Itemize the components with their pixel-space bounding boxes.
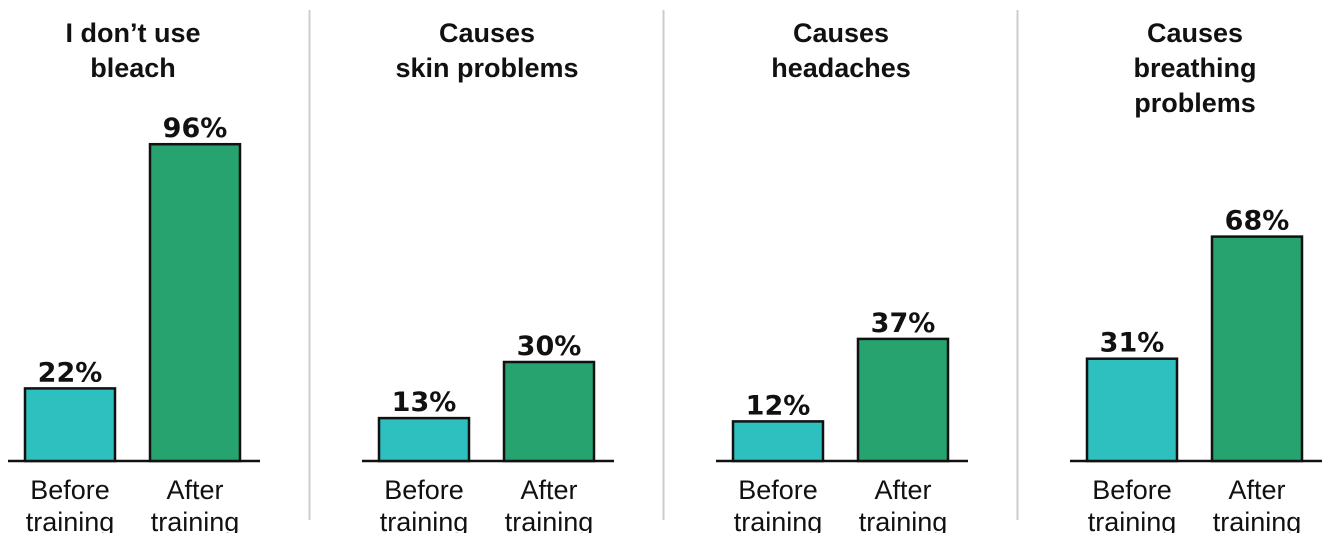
panel-title-line: problems	[1134, 88, 1256, 118]
bar-before-training	[377, 416, 471, 463]
panel-title-line: bleach	[90, 53, 176, 83]
panel-title-line: headaches	[771, 53, 911, 83]
bar-after-training	[148, 142, 242, 463]
category-label-line: training	[859, 507, 948, 533]
bar-after-training	[502, 360, 596, 463]
category-label-line: After	[874, 475, 931, 505]
category-label-line: training	[380, 507, 469, 533]
category-label-line: training	[1088, 507, 1177, 533]
category-label-line: After	[166, 475, 223, 505]
bar-value-label: 96%	[163, 113, 228, 144]
category-label-line: training	[1213, 507, 1302, 533]
category-label-line: Before	[738, 475, 818, 505]
panel-title-line: Causes	[439, 18, 535, 48]
bar-value-label: 68%	[1225, 206, 1290, 237]
category-label-line: training	[505, 507, 594, 533]
bar-before-training	[1085, 357, 1179, 463]
category-label-line: After	[1228, 475, 1285, 505]
category-label-line: Before	[30, 475, 110, 505]
panel-title-line: I don’t use	[66, 18, 201, 48]
category-label-line: Before	[384, 475, 464, 505]
bar-value-label: 31%	[1100, 328, 1165, 359]
bar-value-label: 30%	[517, 331, 582, 362]
category-label-line: Before	[1092, 475, 1172, 505]
bar-before-training	[731, 420, 825, 463]
panel-title-line: Causes	[1147, 18, 1243, 48]
panel-title-line: Causes	[793, 18, 889, 48]
category-label-line: After	[520, 475, 577, 505]
panel-title-line: skin problems	[395, 53, 578, 83]
bar-after-training	[1210, 235, 1304, 463]
bar-value-label: 37%	[871, 308, 936, 339]
bar-value-label: 13%	[392, 387, 457, 418]
category-label-line: training	[26, 507, 115, 533]
bar-before-training	[23, 387, 117, 463]
panel-title-line: breathing	[1133, 53, 1256, 83]
bar-after-training	[856, 337, 950, 463]
bar-value-label: 22%	[38, 357, 103, 388]
bar-value-label: 12%	[746, 390, 811, 421]
category-label-line: training	[734, 507, 823, 533]
category-label-line: training	[151, 507, 240, 533]
